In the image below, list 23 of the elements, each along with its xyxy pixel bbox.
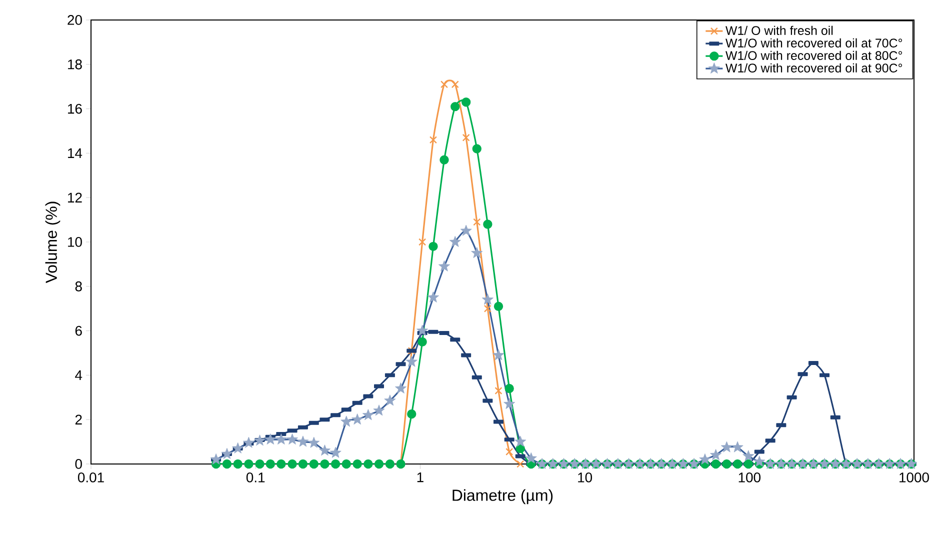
x-tick-label: 0.01 (78, 472, 104, 482)
y-tick-label: 0 (75, 459, 82, 469)
y-tick-label: 12 (68, 192, 82, 202)
legend-label: W1/O with recovered oil at 70C° (726, 38, 902, 48)
y-tick-label: 18 (68, 59, 82, 70)
y-tick-label: 14 (68, 148, 82, 158)
y-tick-label: 8 (75, 281, 82, 292)
y-tick-label: 4 (75, 370, 82, 380)
x-tick-label: 10 (578, 472, 592, 482)
x-tick-label: 1 (417, 472, 424, 482)
legend-label: W1/O with recovered oil at 90C° (726, 63, 902, 72)
y-tick-label: 2 (75, 414, 82, 424)
x-tick-label: 0.1 (246, 472, 265, 482)
x-tick-label: 100 (738, 472, 760, 482)
y-tick-label: 20 (68, 15, 82, 25)
y-tick-label: 16 (68, 104, 82, 114)
y-axis-title: Volume (%) (45, 202, 60, 284)
x-axis-title: Diametre (µm) (452, 489, 553, 504)
legend-label: W1/ O with fresh oil (726, 26, 833, 35)
y-tick-label: 10 (68, 237, 82, 247)
x-tick-label: 1000 (900, 472, 929, 482)
y-tick-label: 6 (75, 326, 82, 336)
legend-label: W1/O with recovered oil at 80C° (726, 50, 902, 60)
